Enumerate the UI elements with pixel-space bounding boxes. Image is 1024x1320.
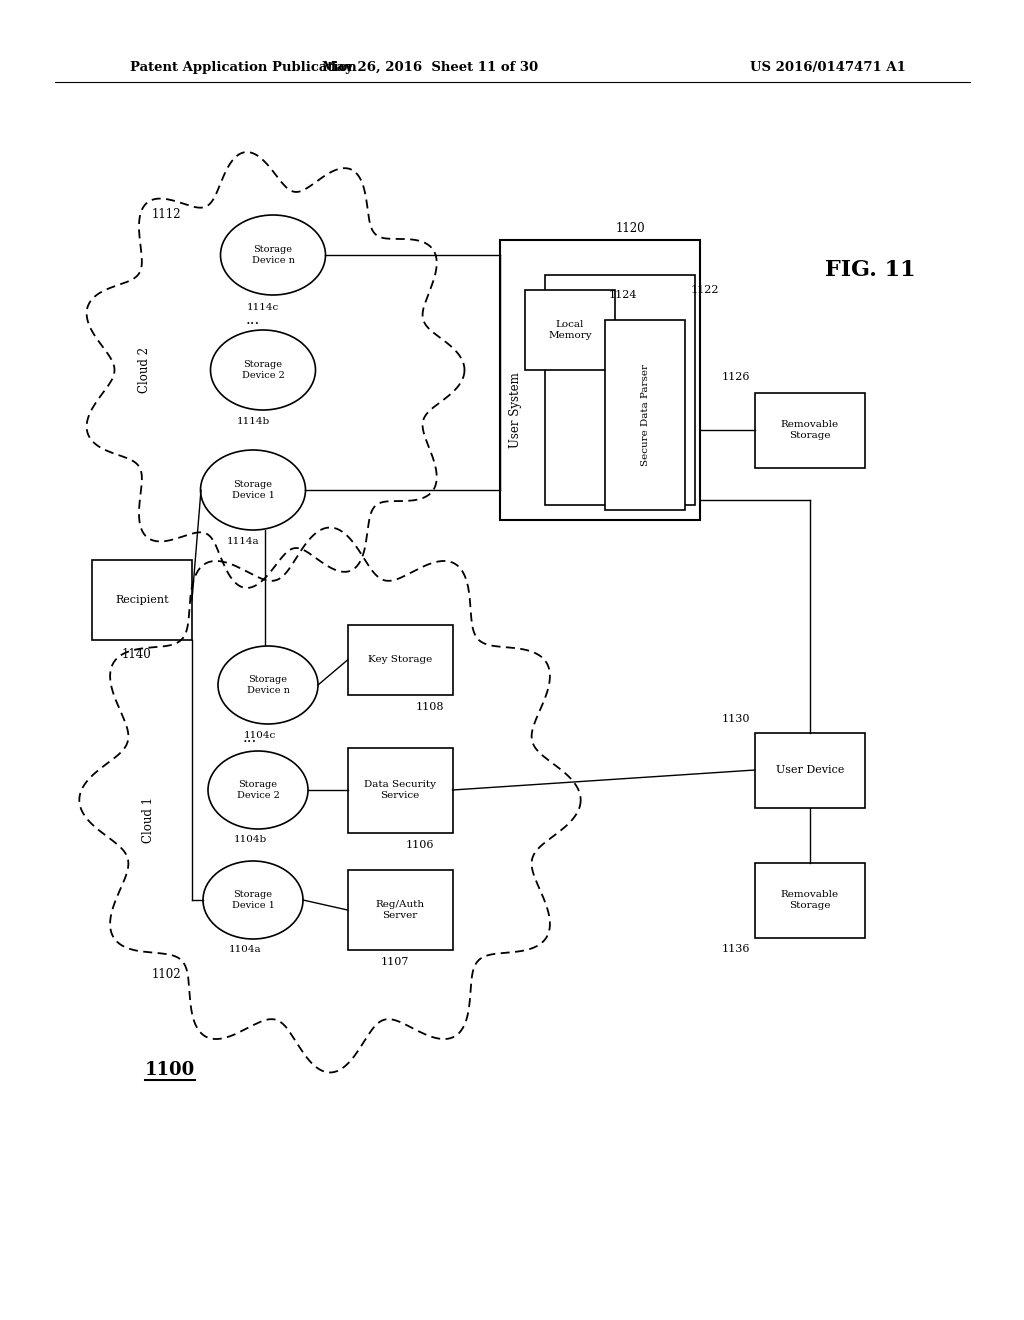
- FancyBboxPatch shape: [347, 870, 453, 950]
- Text: 1104a: 1104a: [228, 945, 261, 954]
- Text: May 26, 2016  Sheet 11 of 30: May 26, 2016 Sheet 11 of 30: [322, 62, 538, 74]
- Text: Cloud 2: Cloud 2: [138, 347, 152, 393]
- Text: 1122: 1122: [691, 285, 719, 294]
- Text: 1106: 1106: [406, 840, 434, 850]
- FancyBboxPatch shape: [755, 392, 865, 467]
- Text: Storage
Device 1: Storage Device 1: [231, 890, 274, 909]
- FancyBboxPatch shape: [92, 560, 193, 640]
- FancyBboxPatch shape: [605, 319, 685, 510]
- Text: Patent Application Publication: Patent Application Publication: [130, 62, 356, 74]
- FancyBboxPatch shape: [500, 240, 700, 520]
- Text: 1107: 1107: [381, 957, 410, 968]
- Text: 1114a: 1114a: [226, 537, 259, 546]
- Text: 1114c: 1114c: [247, 302, 280, 312]
- Text: Storage
Device n: Storage Device n: [252, 246, 295, 265]
- Text: Local
Memory: Local Memory: [548, 321, 592, 339]
- Ellipse shape: [203, 861, 303, 939]
- Text: ...: ...: [246, 313, 260, 327]
- Text: User System: User System: [509, 372, 521, 447]
- Text: 1100: 1100: [145, 1061, 196, 1078]
- Text: 1102: 1102: [152, 969, 181, 982]
- Text: User Device: User Device: [776, 766, 844, 775]
- Text: Secure Data Parser: Secure Data Parser: [640, 364, 649, 466]
- Text: Key Storage: Key Storage: [368, 656, 432, 664]
- Text: Storage
Device 2: Storage Device 2: [242, 360, 285, 380]
- Text: 1104c: 1104c: [244, 730, 276, 739]
- Ellipse shape: [208, 751, 308, 829]
- Text: Storage
Device 2: Storage Device 2: [237, 780, 280, 800]
- Text: 1120: 1120: [615, 222, 645, 235]
- Text: 1112: 1112: [152, 209, 181, 222]
- Text: Data Security
Service: Data Security Service: [364, 780, 436, 800]
- FancyBboxPatch shape: [525, 290, 615, 370]
- Text: 1140: 1140: [122, 648, 152, 660]
- Text: 1114b: 1114b: [237, 417, 269, 426]
- Ellipse shape: [211, 330, 315, 411]
- Text: 1130: 1130: [722, 714, 750, 723]
- Text: Removable
Storage: Removable Storage: [781, 420, 839, 440]
- Text: 1108: 1108: [416, 702, 444, 711]
- FancyBboxPatch shape: [347, 624, 453, 696]
- Ellipse shape: [201, 450, 305, 531]
- Text: 1104b: 1104b: [233, 836, 266, 845]
- Ellipse shape: [218, 645, 318, 723]
- Text: Removable
Storage: Removable Storage: [781, 890, 839, 909]
- Text: FIG. 11: FIG. 11: [824, 259, 915, 281]
- Text: Cloud 1: Cloud 1: [141, 797, 155, 843]
- Text: Storage
Device 1: Storage Device 1: [231, 480, 274, 500]
- FancyBboxPatch shape: [347, 747, 453, 833]
- FancyBboxPatch shape: [755, 733, 865, 808]
- Text: 1136: 1136: [722, 945, 750, 954]
- Text: Storage
Device n: Storage Device n: [247, 676, 290, 694]
- Ellipse shape: [220, 215, 326, 294]
- Text: 1124: 1124: [608, 290, 637, 300]
- FancyBboxPatch shape: [545, 275, 695, 506]
- Text: Reg/Auth
Server: Reg/Auth Server: [376, 900, 425, 920]
- Text: ...: ...: [243, 731, 257, 744]
- FancyBboxPatch shape: [755, 862, 865, 937]
- Text: 1126: 1126: [722, 372, 750, 383]
- Text: Recipient: Recipient: [115, 595, 169, 605]
- Text: US 2016/0147471 A1: US 2016/0147471 A1: [750, 62, 906, 74]
